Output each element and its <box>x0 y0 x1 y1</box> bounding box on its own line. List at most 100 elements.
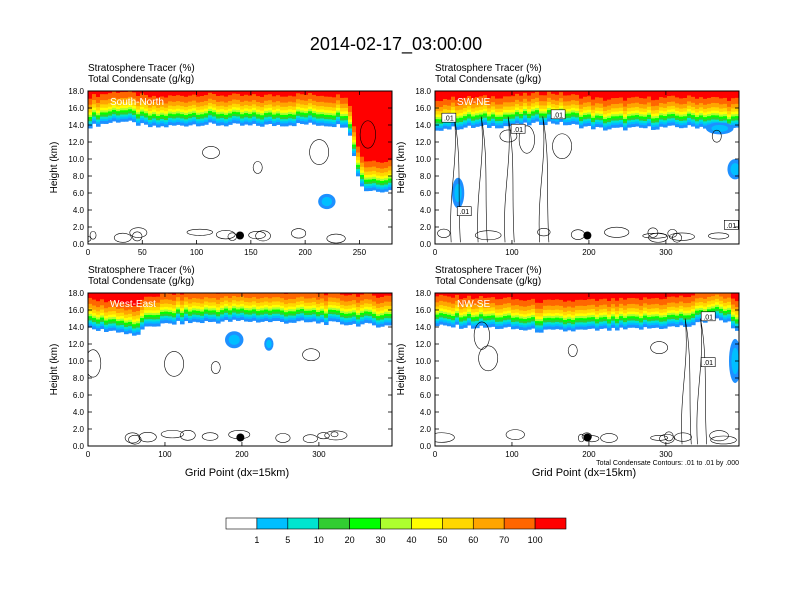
tracer-cell <box>471 91 476 99</box>
x-tick-label: 0 <box>433 450 438 459</box>
tracer-cell <box>659 91 664 98</box>
contour-loop <box>164 351 184 377</box>
tracer-cell <box>587 91 592 103</box>
contour-loop <box>499 129 518 143</box>
plot-frame <box>434 90 740 245</box>
tracer-cell <box>304 293 309 299</box>
colorbar-swatch <box>534 517 567 530</box>
location-marker <box>236 231 244 240</box>
tracer-cell <box>376 293 381 298</box>
contour-loop <box>326 233 346 244</box>
tracer-cell <box>96 293 101 302</box>
tracer-cell <box>176 91 181 96</box>
tracer-cell <box>503 293 508 304</box>
tracer-cell <box>651 293 656 305</box>
tracer-cell <box>619 91 624 98</box>
tracer-cell <box>703 293 708 299</box>
tracer-cell <box>663 293 668 299</box>
contour-column <box>696 318 707 445</box>
y-tick-label: 8.0 <box>420 172 432 181</box>
tracer-cell <box>256 91 261 97</box>
tracer-cell <box>671 293 676 303</box>
tracer-cell <box>92 293 97 300</box>
tracer-cell <box>635 91 640 103</box>
tracer-cell <box>88 293 93 304</box>
panel-title-tracer: Stratosphere Tracer (%) <box>435 265 542 276</box>
contour-loop <box>138 432 157 443</box>
tracer-cell <box>687 293 692 298</box>
tracer-cell <box>511 91 516 103</box>
tracer-cell <box>336 91 341 101</box>
contour-loop <box>302 434 318 443</box>
tracer-cell <box>555 293 560 300</box>
plot-frame <box>87 292 393 447</box>
tracer-cell <box>300 293 305 301</box>
tracer-cell <box>547 91 552 98</box>
contour-label: .01 <box>550 109 566 119</box>
tracer-cell <box>340 293 345 295</box>
tracer-cell <box>168 91 173 96</box>
tracer-cell <box>284 293 289 300</box>
tracer-cell <box>144 293 149 297</box>
tracer-cell <box>276 91 281 96</box>
tracer-cell <box>268 91 273 95</box>
tracer-field <box>435 293 739 446</box>
tracer-cell <box>320 293 325 299</box>
tracer-cell <box>451 91 456 103</box>
tracer-cell <box>280 91 285 103</box>
tracer-cell <box>543 91 548 96</box>
tracer-cell <box>180 293 185 295</box>
tracer-cell <box>388 293 392 302</box>
contour-label: .01 <box>510 123 526 134</box>
tracer-cell <box>224 91 229 103</box>
tracer-cell <box>316 91 321 103</box>
tracer-field <box>435 91 739 244</box>
tracer-cell <box>643 293 648 298</box>
tracer-cell <box>479 293 484 297</box>
tracer-cell <box>188 91 193 96</box>
y-tick-label: 14.0 <box>68 121 84 130</box>
tracer-cell <box>683 91 688 98</box>
contour-loop <box>505 429 525 440</box>
colorbar-swatch <box>225 517 258 530</box>
location-marker <box>236 433 245 442</box>
contour-loop <box>179 430 196 441</box>
tracer-cell <box>607 91 612 100</box>
tracer-cell <box>635 293 640 299</box>
y-tick-label: 4.0 <box>73 408 85 417</box>
y-tick-label: 10.0 <box>68 155 84 164</box>
contour-label-box <box>724 220 739 230</box>
contour-label-box <box>456 206 472 216</box>
colorbar-swatch <box>349 517 381 530</box>
colorbar-label: 60 <box>468 535 478 545</box>
y-tick-label: 10.0 <box>415 155 431 164</box>
contour-loop <box>708 232 730 240</box>
tracer-cell <box>555 91 560 101</box>
tracer-cell <box>284 91 289 97</box>
tracer-cell <box>551 91 556 94</box>
tracer-cell <box>368 91 373 162</box>
panel-title-tracer: Stratosphere Tracer (%) <box>88 63 195 74</box>
tracer-cell <box>180 91 185 102</box>
x-tick-label: 200 <box>582 450 596 459</box>
tracer-cell <box>148 293 153 297</box>
tracer-cell <box>248 91 253 96</box>
tracer-cell <box>280 91 285 97</box>
tracer-cell <box>128 91 133 97</box>
tracer-cell <box>591 293 596 305</box>
tracer-cell <box>324 91 329 103</box>
contour-label-text: .01 <box>444 116 454 123</box>
tracer-cell <box>507 91 512 97</box>
tracer-cell <box>252 293 257 298</box>
contour-column <box>504 116 515 243</box>
tracer-cell <box>679 91 684 99</box>
tracer-cell <box>192 91 197 101</box>
contour-loop <box>518 125 535 154</box>
tracer-cell <box>583 293 588 301</box>
x-tick-label: 100 <box>190 248 204 257</box>
tracer-cell <box>619 293 624 304</box>
tracer-cell <box>304 91 309 95</box>
tracer-cell <box>455 91 460 101</box>
tracer-cell <box>663 293 668 305</box>
tracer-cell <box>603 293 608 299</box>
